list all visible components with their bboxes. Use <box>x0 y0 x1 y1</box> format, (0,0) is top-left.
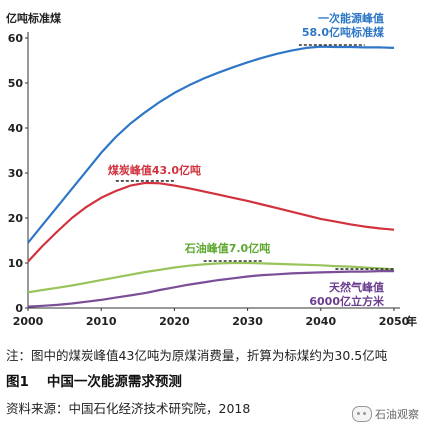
y-tick-label: 10 <box>8 257 24 270</box>
y-tick-label: 40 <box>8 122 24 135</box>
peak-label-3: 天然气峰值 <box>329 280 384 294</box>
peak-label-3: 6000亿立方米 <box>309 294 385 308</box>
series-line-0 <box>27 45 395 244</box>
x-tick-label: 2010 <box>86 315 117 328</box>
y-tick-label: 30 <box>8 167 24 180</box>
watermark: 石油观察 <box>352 406 419 422</box>
x-tick-label: 2040 <box>305 315 336 328</box>
peak-label-0: 一次能源峰值 <box>318 11 384 25</box>
y-tick-label: 20 <box>8 212 24 225</box>
x-tick-label: 2030 <box>232 315 263 328</box>
watermark-text: 石油观察 <box>375 408 419 421</box>
y-tick-label: 50 <box>8 77 24 90</box>
series-line-1 <box>27 181 395 263</box>
x-tick-label: 2020 <box>159 315 190 328</box>
x-tick-label: 2050 <box>379 315 410 328</box>
x-tick-label: 2000 <box>13 315 44 328</box>
peak-label-1: 煤炭峰值43.0亿吨 <box>108 163 201 177</box>
data-source: 资料来源：中国石化经济技术研究院，2018 <box>6 401 251 416</box>
y-tick-label: 0 <box>15 302 23 315</box>
chart-note: 注：图中的煤炭峰值43亿吨为原煤消费量，折算为标煤约为30.5亿吨 <box>6 348 388 363</box>
figure-title: 中国一次能源需求预测 <box>46 374 182 390</box>
peak-label-2: 石油峰值7.0亿吨 <box>184 241 271 255</box>
series-line-3 <box>27 270 394 308</box>
peak-label-0: 58.0亿吨标准煤 <box>302 25 385 39</box>
figure-number: 图1 <box>6 374 29 390</box>
y-axis-title: 亿吨标准煤 <box>6 11 62 25</box>
y-tick-label: 60 <box>8 32 24 45</box>
wechat-icon <box>352 406 372 422</box>
series-line-2 <box>27 261 395 294</box>
x-axis-title: 年 <box>406 314 417 328</box>
figure-caption: 图1 中国一次能源需求预测 <box>6 370 182 390</box>
